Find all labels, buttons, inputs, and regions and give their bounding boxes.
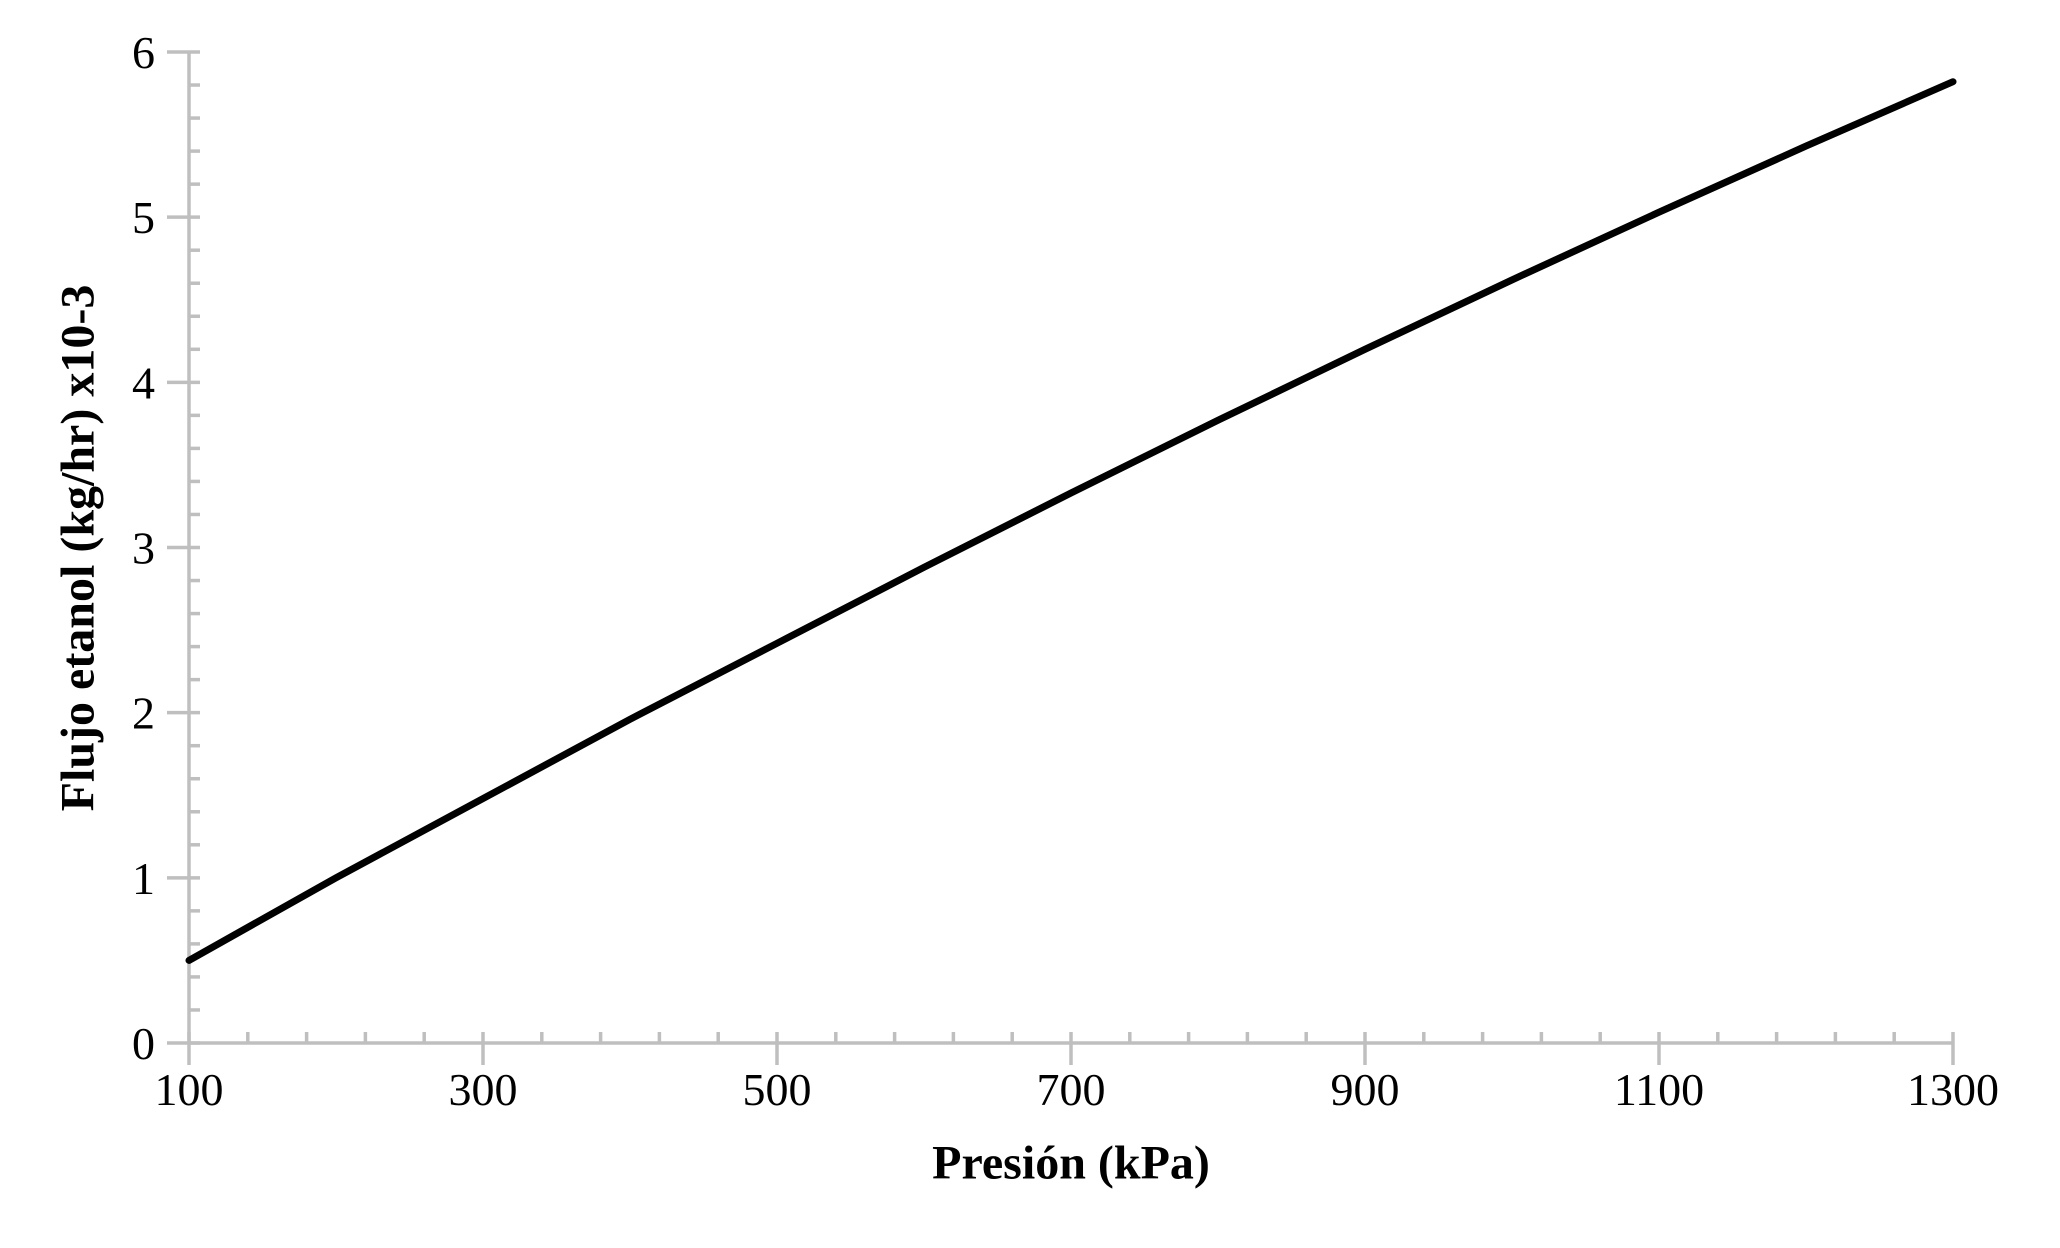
y-tick-label: 2	[132, 688, 155, 739]
x-tick-label: 900	[1331, 1064, 1400, 1115]
y-axis-title: Flujo etanol (kg/hr) x10-3	[51, 284, 105, 812]
y-tick-label: 5	[132, 192, 155, 243]
x-tick-label: 300	[449, 1064, 518, 1115]
x-tick-label: 100	[155, 1064, 224, 1115]
y-tick-label: 6	[132, 27, 155, 78]
y-tick-label: 1	[132, 853, 155, 904]
data-series-line	[185, 78, 1957, 964]
y-tick-label: 3	[132, 523, 155, 574]
x-tick-label: 1100	[1614, 1064, 1704, 1115]
y-tick-label: 0	[132, 1018, 155, 1069]
x-tick-label: 1300	[1907, 1064, 1999, 1115]
x-axis-title: Presión (kPa)	[932, 1136, 1210, 1190]
x-tick-label: 700	[1037, 1064, 1106, 1115]
x-tick-label: 500	[743, 1064, 812, 1115]
y-tick-label: 4	[132, 357, 155, 408]
